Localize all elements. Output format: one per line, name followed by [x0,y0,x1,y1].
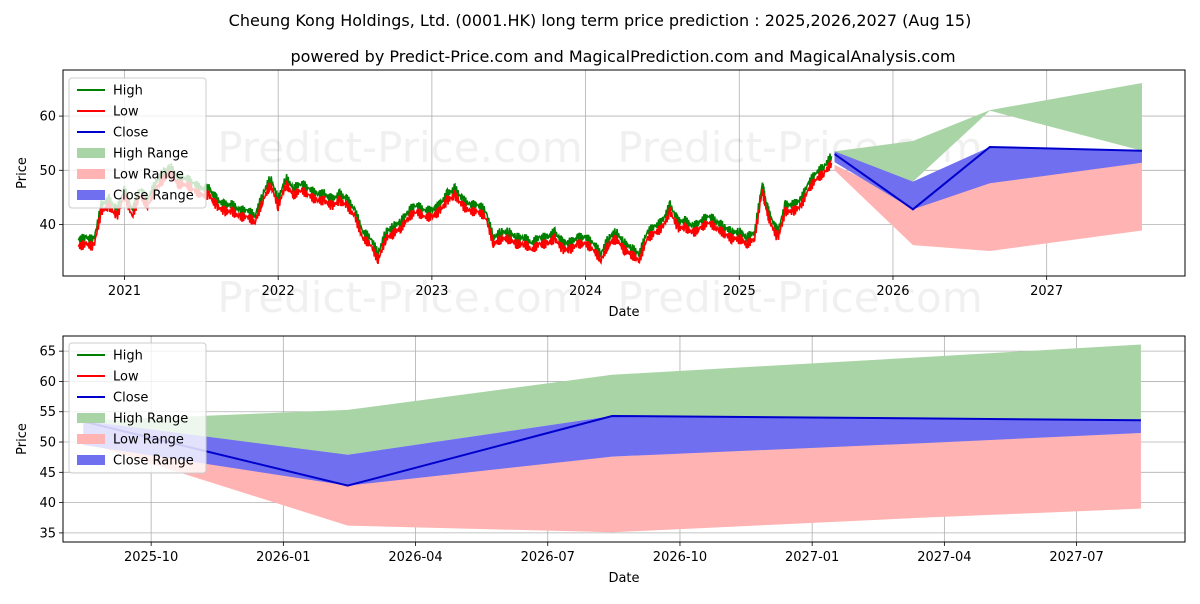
1-xtick-label: 2027-04 [917,550,971,565]
close-range-band [834,146,1142,210]
legend-low-label: Low [113,370,139,385]
legend-low-range-label: Low Range [113,168,184,183]
chart-title: Cheung Kong Holdings, Ltd. (0001.HK) lon… [229,11,972,30]
0-xtick-label: 2023 [415,284,448,299]
0-xtick-label: 2024 [569,284,602,299]
1-ytick-label: 65 [39,345,56,360]
1-ytick-label: 40 [39,496,56,511]
legend-low-label: Low [113,105,139,120]
0-xtick-label: 2027 [1030,284,1063,299]
1-xtick-label: 2027-01 [785,550,839,565]
1-ytick-label: 55 [39,405,56,420]
legend-close-range-label: Close Range [113,189,194,204]
0-ytick-label: 50 [39,164,56,179]
1-xtick-label: 2026-10 [653,550,707,565]
1-xtick-label: 2027-07 [1049,550,1103,565]
legend-high-range-swatch [77,413,105,423]
watermark-text: Predict-Price.com [217,273,582,322]
0-ytick-label: 40 [39,218,56,233]
legend-high-label: High [113,84,143,99]
bottom-panel: 35 40 45 50 55 60 65 2025-10 2026-01 2026-04 2026-… [15,335,1186,586]
1-xtick-label: 2026-01 [256,550,310,565]
legend-high-range-swatch [77,148,105,158]
high-range-band [834,83,1142,182]
legend-close-range-label: Close Range [113,454,194,469]
legend-close-range-swatch [77,455,105,465]
top-panel: 40 50 60 2021 2022 2023 2024 2025 2026 2027 Predic… [15,69,1186,322]
close-forecast-line [833,145,1142,211]
1-ytick-label: 50 [39,436,56,451]
1-ytick-label: 60 [39,375,56,390]
0-xtick-label: 2022 [262,284,295,299]
bottom-plot-frame [62,335,1186,543]
top-xlabel: Date [608,305,639,320]
watermark-text: Predict-Price.com [217,123,582,172]
legend-high-label: High [113,349,143,364]
legend-high-range-label: High Range [113,147,188,162]
low-range-band [834,162,1142,252]
chart-subtitle: powered by Predict-Price.com and Magical… [290,47,955,66]
1-xtick-label: 2026-04 [388,550,442,565]
legend-low-range-label: Low Range [113,433,184,448]
1-ytick-label: 35 [39,526,56,541]
legend-close-label: Close [113,391,148,406]
0-xtick-label: 2025 [723,284,756,299]
watermark-text: Predict-Price.com [617,273,982,322]
top-plot-frame [62,69,1186,277]
0-ytick-label: 60 [39,110,56,125]
0-xtick-label: 2021 [108,284,141,299]
detail-high-range-band [83,344,1141,455]
bottom-ylabel: Price [15,423,30,455]
detail-low-range-band [83,432,1141,533]
bottom-xlabel: Date [608,571,639,586]
legend-close-range-swatch [77,190,105,200]
1-xtick-label: 2026-07 [521,550,575,565]
1-xtick-label: 2025-10 [124,550,178,565]
detail-close-range-band [83,415,1141,486]
legend-low-range-swatch [77,169,105,179]
legend-low-range-swatch [77,434,105,444]
1-ytick-label: 45 [39,466,56,481]
top-ylabel: Price [15,157,30,189]
detail-close-line [83,414,1141,487]
0-xtick-label: 2026 [876,284,909,299]
legend-high-range-label: High Range [113,412,188,427]
legend-close-label: Close [113,126,148,141]
